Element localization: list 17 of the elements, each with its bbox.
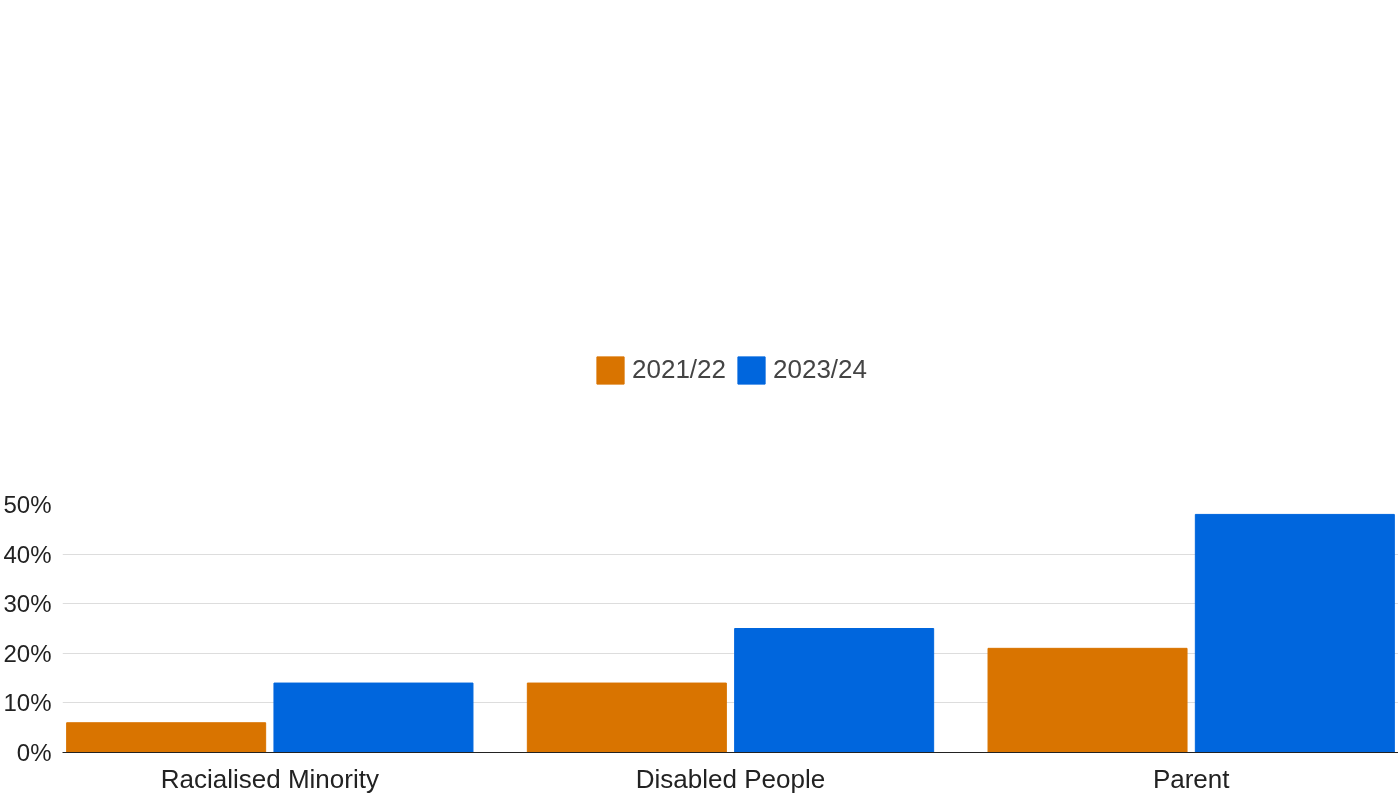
legend-label: 2021/22 (632, 354, 726, 385)
bar (734, 628, 935, 753)
y-tick-label: 0% (16, 739, 52, 766)
y-tick-label: 20% (3, 639, 52, 667)
y-tick-label: 10% (3, 689, 52, 717)
x-tick-label: Parent (1152, 763, 1231, 794)
y-tick-label: 40% (3, 540, 52, 568)
bar (273, 682, 474, 753)
bar (1194, 513, 1395, 753)
x-tick-label: Racialised Minority (160, 763, 379, 794)
bar (526, 682, 727, 753)
y-tick-label: 30% (3, 590, 52, 618)
bar (987, 647, 1188, 753)
bar (66, 722, 267, 753)
x-tick-label: Disabled People (635, 763, 826, 794)
y-tick-label: 50% (3, 491, 52, 518)
legend-label: 2023/24 (773, 354, 867, 385)
